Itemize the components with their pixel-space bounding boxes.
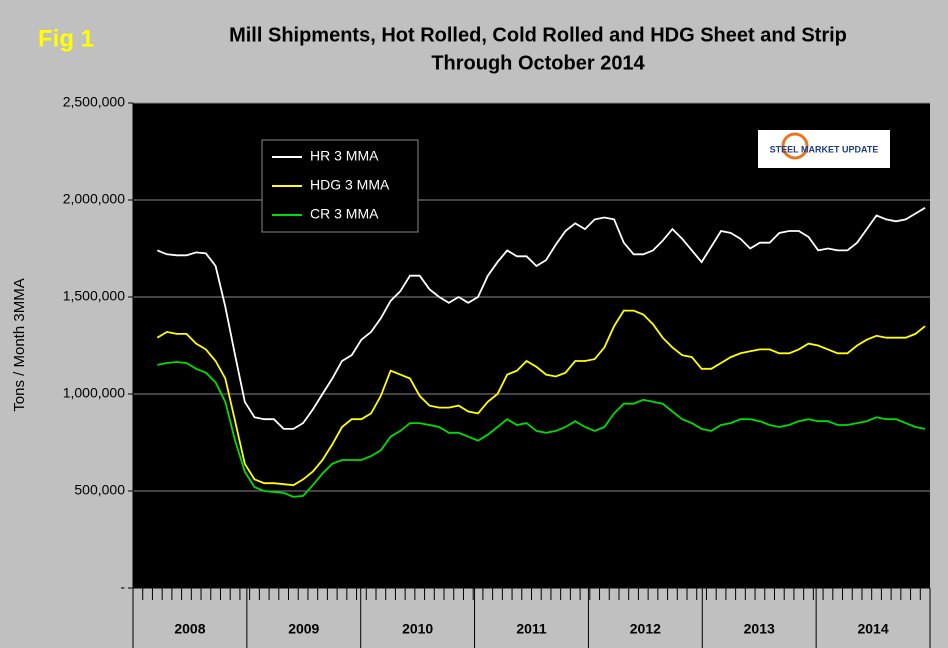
line-series: [156, 207, 926, 430]
legend-label: HDG 3 MMA: [310, 177, 390, 193]
year-label: 2012: [630, 621, 661, 637]
line-series: [157, 361, 926, 498]
y-tick-label: 2,000,000: [63, 191, 125, 207]
year-label: 2011: [516, 621, 547, 637]
year-label: 2009: [288, 621, 319, 637]
fig-label: Fig 1: [38, 25, 94, 52]
chart-subtitle: Through October 2014: [431, 52, 645, 74]
y-tick-label: 1,500,000: [63, 288, 125, 304]
year-label: 2014: [857, 621, 888, 637]
logo-box: [758, 130, 890, 168]
chart-title: Mill Shipments, Hot Rolled, Cold Rolled …: [229, 24, 847, 46]
logo-text: STEEL MARKET UPDATE: [770, 144, 879, 154]
y-tick-label: 1,000,000: [63, 385, 125, 401]
year-label: 2008: [174, 621, 205, 637]
plot-area: [133, 103, 930, 588]
legend-label: HR 3 MMA: [310, 148, 379, 164]
year-label: 2013: [744, 621, 775, 637]
line-series: [156, 309, 926, 487]
year-label: 2010: [402, 621, 433, 637]
logo-mark: [781, 132, 809, 160]
y-tick-label: 500,000: [74, 482, 125, 498]
y-tick-label: 2,500,000: [63, 94, 125, 110]
legend-label: CR 3 MMA: [310, 206, 379, 222]
y-axis-label: Tons / Month 3MMA: [11, 278, 28, 411]
y-tick-label: -: [120, 579, 125, 595]
